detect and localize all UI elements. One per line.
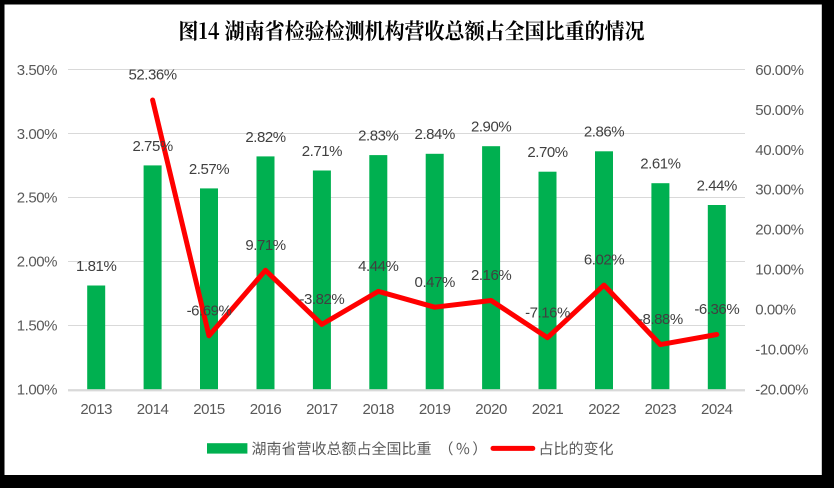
- svg-text:2.50%: 2.50%: [17, 190, 57, 207]
- svg-text:30.00%: 30.00%: [755, 182, 803, 199]
- svg-text:2013: 2013: [80, 401, 112, 418]
- svg-text:60.00%: 60.00%: [755, 62, 803, 79]
- svg-text:40.00%: 40.00%: [755, 142, 803, 159]
- svg-text:2020: 2020: [475, 401, 507, 418]
- svg-text:0.00%: 0.00%: [755, 302, 795, 319]
- svg-text:2022: 2022: [588, 401, 620, 418]
- svg-text:2.61%: 2.61%: [640, 156, 680, 173]
- svg-text:2.82%: 2.82%: [245, 129, 285, 146]
- svg-text:2023: 2023: [645, 401, 677, 418]
- svg-text:2.57%: 2.57%: [189, 161, 229, 178]
- svg-text:-20.00%: -20.00%: [755, 381, 808, 398]
- svg-text:2.00%: 2.00%: [17, 254, 57, 271]
- svg-text:2.71%: 2.71%: [302, 143, 342, 160]
- svg-text:-6.69%: -6.69%: [187, 302, 232, 319]
- svg-text:2.16%: 2.16%: [471, 267, 511, 284]
- svg-text:4.44%: 4.44%: [358, 258, 398, 275]
- svg-text:2021: 2021: [532, 401, 564, 418]
- svg-text:2.75%: 2.75%: [132, 138, 172, 155]
- svg-text:2015: 2015: [193, 401, 225, 418]
- svg-text:6.02%: 6.02%: [584, 252, 624, 269]
- svg-text:2018: 2018: [363, 401, 395, 418]
- svg-text:2.70%: 2.70%: [527, 144, 567, 161]
- svg-text:2017: 2017: [306, 401, 338, 418]
- svg-text:1.50%: 1.50%: [17, 318, 57, 335]
- svg-text:0.47%: 0.47%: [415, 274, 455, 291]
- svg-text:2.86%: 2.86%: [584, 124, 624, 141]
- svg-text:2.90%: 2.90%: [471, 119, 511, 136]
- svg-text:1.00%: 1.00%: [17, 381, 57, 398]
- svg-text:1.81%: 1.81%: [76, 258, 116, 275]
- svg-text:20.00%: 20.00%: [755, 222, 803, 239]
- svg-text:2019: 2019: [419, 401, 451, 418]
- svg-text:2016: 2016: [250, 401, 282, 418]
- svg-text:-8.88%: -8.88%: [638, 311, 683, 328]
- svg-text:3.50%: 3.50%: [17, 62, 57, 79]
- svg-text:2024: 2024: [701, 401, 733, 418]
- svg-text:-10.00%: -10.00%: [755, 342, 808, 359]
- svg-text:-3.82%: -3.82%: [299, 291, 344, 308]
- svg-text:50.00%: 50.00%: [755, 102, 803, 119]
- svg-text:2.84%: 2.84%: [415, 126, 455, 143]
- svg-text:10.00%: 10.00%: [755, 262, 803, 279]
- svg-text:3.00%: 3.00%: [17, 126, 57, 143]
- svg-text:-7.16%: -7.16%: [525, 304, 570, 321]
- svg-text:52.36%: 52.36%: [129, 67, 177, 84]
- svg-text:2.83%: 2.83%: [358, 128, 398, 145]
- svg-text:2.44%: 2.44%: [697, 177, 737, 194]
- svg-text:9.71%: 9.71%: [245, 237, 285, 254]
- svg-text:2014: 2014: [137, 401, 169, 418]
- svg-text:-6.36%: -6.36%: [694, 301, 739, 318]
